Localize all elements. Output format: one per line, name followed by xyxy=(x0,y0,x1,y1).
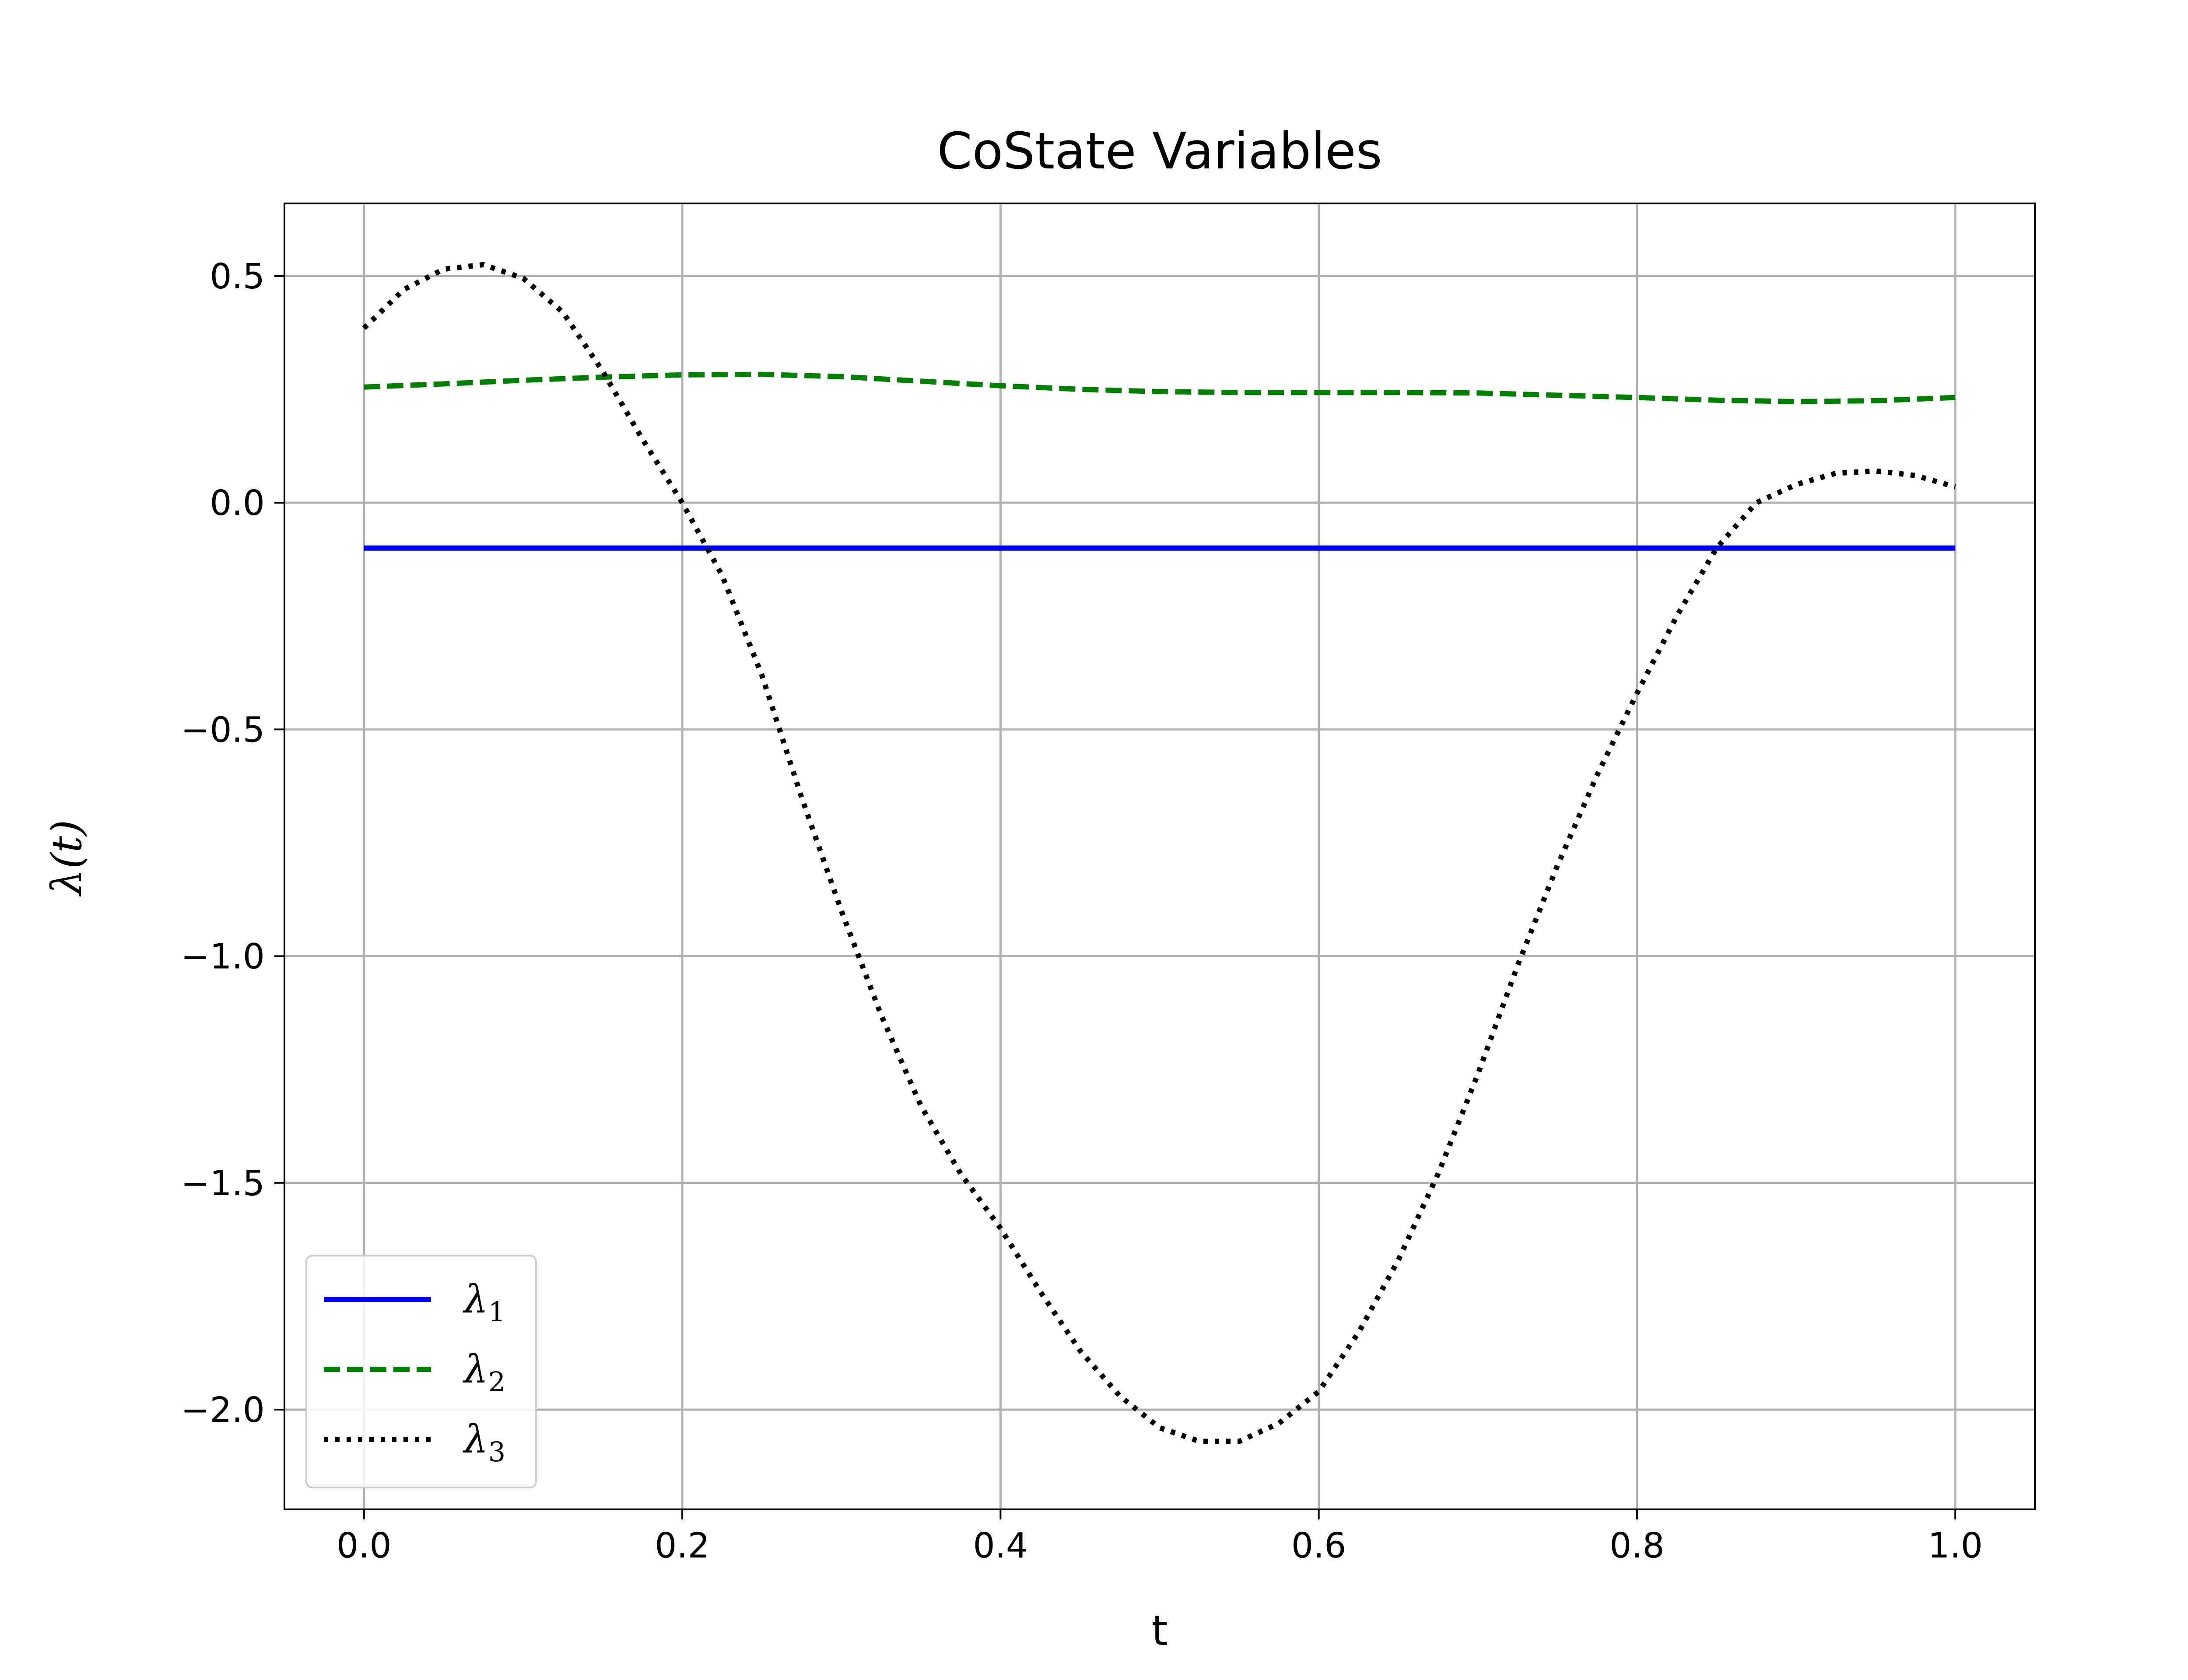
series-layer xyxy=(362,262,1956,1444)
x-tick-label: 0.6 xyxy=(1291,1526,1346,1566)
series-line-3 xyxy=(362,262,1956,1444)
plot-frame xyxy=(284,203,2036,1510)
x-tick-label: 0.2 xyxy=(655,1526,710,1566)
legend-label-1: λ1 xyxy=(463,1277,505,1328)
y-tick-label: −1.5 xyxy=(181,1163,265,1204)
y-tick-label: 0.0 xyxy=(210,483,265,523)
legend-label-2: λ2 xyxy=(463,1347,505,1398)
legend: λ1 λ2 λ3 xyxy=(305,1255,537,1488)
y-tick-label: 0.5 xyxy=(210,256,265,297)
legend-label-3: λ3 xyxy=(463,1417,505,1468)
ticks: 0.0 0.2 0.4 0.6 0.8 1.0 0.5 0.0 −0.5 −1.0 −1.5 −2.0 xyxy=(181,256,1983,1566)
x-tick-label: 0.8 xyxy=(1609,1526,1665,1566)
chart-title: CoState Variables xyxy=(937,122,1382,181)
x-tick-label: 1.0 xyxy=(1928,1526,1983,1566)
y-axis-label: λ(t) xyxy=(43,820,91,897)
x-tick-label: 0.4 xyxy=(973,1526,1028,1566)
y-tick-label: −2.0 xyxy=(181,1390,265,1430)
y-tick-label: −1.0 xyxy=(181,937,265,977)
x-tick-label: 0.0 xyxy=(337,1526,392,1566)
grid-lines xyxy=(284,203,2035,1509)
x-axis-label: t xyxy=(1151,1607,1168,1655)
series-line-2 xyxy=(364,371,1956,404)
y-tick-label: −0.5 xyxy=(181,710,265,750)
plot-area xyxy=(284,203,2035,1509)
